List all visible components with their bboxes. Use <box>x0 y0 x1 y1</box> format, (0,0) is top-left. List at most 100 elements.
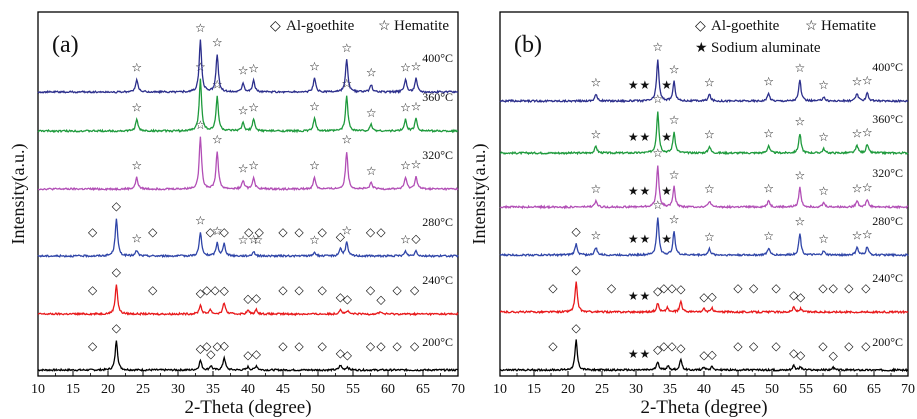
phase-marker-goethite: ◇ <box>676 341 686 355</box>
phase-marker-hematite: ☆ <box>131 101 142 115</box>
phase-marker-goethite: ◇ <box>548 281 558 295</box>
x-axis-label: 2-Theta (degree) <box>640 397 767 418</box>
phase-marker-goethite: ◇ <box>818 339 828 353</box>
phase-marker-goethite: ◇ <box>112 321 122 335</box>
trace-400°C <box>37 39 459 95</box>
phase-marker-goethite: ◇ <box>278 225 288 239</box>
x-tick-label: 15 <box>66 382 80 397</box>
phase-marker-hematite: ☆ <box>195 213 206 227</box>
x-tick-label: 55 <box>346 382 360 397</box>
phase-marker-hematite: ☆ <box>309 233 320 247</box>
phase-marker-goethite: ◇ <box>667 281 677 295</box>
panel-label: (a) <box>52 32 79 58</box>
legend-symbol-al-goethite: ◇ <box>270 19 281 34</box>
trace-200°C <box>37 340 459 373</box>
phase-marker-goethite: ◇ <box>796 348 806 362</box>
phase-marker-goethite: ◇ <box>789 288 799 302</box>
phase-marker-hematite: ☆ <box>131 61 142 75</box>
phase-marker-goethite: ◇ <box>318 283 328 297</box>
x-tick-label: 35 <box>206 382 220 397</box>
temperature-label: 280°C <box>422 215 453 229</box>
phase-marker-hematite: ☆ <box>862 126 873 140</box>
phase-marker-hematite: ☆ <box>238 64 249 78</box>
phase-marker-hematite: ☆ <box>366 164 377 178</box>
phase-marker-hematite: ☆ <box>248 232 259 246</box>
phase-marker-hematite: ☆ <box>366 66 377 80</box>
phase-marker-hematite: ☆ <box>818 130 829 144</box>
phase-marker-goethite: ◇ <box>829 349 839 363</box>
phase-marker-goethite: ◇ <box>278 339 288 353</box>
x-tick-label: 50 <box>311 382 325 397</box>
phase-marker-goethite: ◇ <box>818 281 828 295</box>
trace-240°C <box>37 284 459 317</box>
phase-marker-goethite: ◇ <box>749 281 759 295</box>
phase-marker-hematite: ☆ <box>763 74 774 88</box>
phase-marker-goethite: ◇ <box>88 283 98 297</box>
phase-marker-hematite: ☆ <box>652 146 663 160</box>
phase-marker-goethite: ◇ <box>148 225 158 239</box>
x-tick-label: 30 <box>171 382 185 397</box>
phase-marker-hematite: ☆ <box>131 159 142 173</box>
temperature-label: 360°C <box>422 90 453 104</box>
phase-marker-goethite: ◇ <box>861 281 871 295</box>
phase-marker-hematite: ☆ <box>400 232 411 246</box>
phase-marker-hematite: ☆ <box>411 100 422 114</box>
phase-marker-goethite: ◇ <box>243 348 253 362</box>
trace-280°C <box>37 218 459 259</box>
phase-marker-sodium-aluminate: ★ <box>661 78 672 92</box>
phase-marker-goethite: ◇ <box>708 347 718 361</box>
temperature-label: 200°C <box>872 335 903 349</box>
phase-marker-goethite: ◇ <box>376 225 386 239</box>
phase-marker-goethite: ◇ <box>548 339 558 353</box>
phase-marker-hematite: ☆ <box>195 21 206 35</box>
phase-marker-goethite: ◇ <box>861 339 871 353</box>
x-tick-label: 10 <box>493 382 507 397</box>
x-tick-label: 65 <box>867 382 881 397</box>
y-axis-label: Intensity(a.u.) <box>8 144 29 245</box>
phase-marker-goethite: ◇ <box>255 225 265 239</box>
phase-marker-goethite: ◇ <box>278 283 288 297</box>
x-tick-label: 15 <box>527 382 541 397</box>
phase-marker-goethite: ◇ <box>749 339 759 353</box>
x-tick-label: 70 <box>451 382 465 397</box>
trace-400°C <box>499 59 909 104</box>
phase-marker-goethite: ◇ <box>336 290 346 304</box>
phase-marker-sodium-aluminate: ★ <box>639 289 650 303</box>
phase-marker-goethite: ◇ <box>411 232 421 246</box>
phase-marker-goethite: ◇ <box>336 346 346 360</box>
phase-marker-hematite: ☆ <box>862 74 873 88</box>
temperature-label: 400°C <box>422 51 453 65</box>
panel-label: (b) <box>514 32 542 58</box>
phase-marker-goethite: ◇ <box>318 225 328 239</box>
legend-symbol-al-goethite: ◇ <box>695 19 706 34</box>
phase-marker-goethite: ◇ <box>220 284 230 298</box>
phase-marker-hematite: ☆ <box>862 180 873 194</box>
phase-marker-hematite: ☆ <box>238 104 249 118</box>
phase-marker-goethite: ◇ <box>771 339 781 353</box>
phase-marker-goethite: ◇ <box>410 339 420 353</box>
x-tick-label: 65 <box>416 382 430 397</box>
phase-marker-hematite: ☆ <box>652 92 663 106</box>
legend-label: Al-goethite <box>286 18 355 34</box>
phase-marker-sodium-aluminate: ★ <box>661 232 672 246</box>
phase-marker-goethite: ◇ <box>343 292 353 306</box>
phase-marker-goethite: ◇ <box>220 338 230 352</box>
temperature-label: 320°C <box>872 166 903 180</box>
phase-marker-goethite: ◇ <box>708 289 718 303</box>
phase-marker-hematite: ☆ <box>238 162 249 176</box>
phase-marker-goethite: ◇ <box>206 225 216 239</box>
phase-marker-hematite: ☆ <box>669 113 680 127</box>
trace-200°C <box>499 339 908 373</box>
phase-marker-hematite: ☆ <box>212 78 223 92</box>
x-tick-label: 55 <box>799 382 813 397</box>
phase-marker-hematite: ☆ <box>400 61 411 75</box>
phase-marker-hematite: ☆ <box>652 198 663 212</box>
phase-marker-hematite: ☆ <box>852 228 863 242</box>
phase-marker-hematite: ☆ <box>669 168 680 182</box>
phase-marker-hematite: ☆ <box>411 158 422 172</box>
phase-marker-hematite: ☆ <box>704 75 715 89</box>
phase-marker-goethite: ◇ <box>607 281 617 295</box>
phase-marker-hematite: ☆ <box>852 74 863 88</box>
phase-marker-hematite: ☆ <box>400 159 411 173</box>
